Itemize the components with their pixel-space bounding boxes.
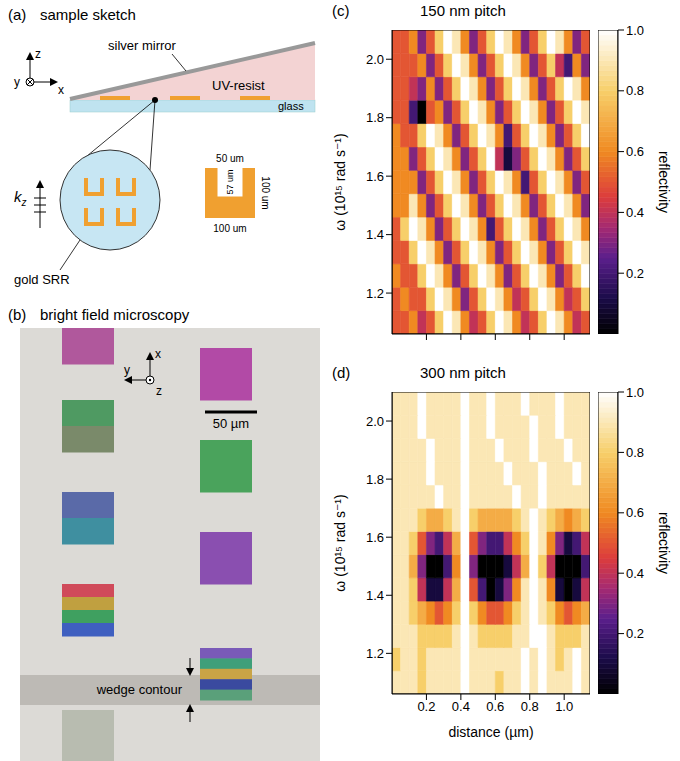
html-text:ω (10¹⁵ rad s⁻¹): ω (10¹⁵ rad s⁻¹) (332, 494, 348, 592)
html-text:reflectivity: reflectivity (656, 150, 672, 214)
svg-text:1.4: 1.4 (366, 227, 384, 242)
svg-text:x: x (58, 83, 64, 97)
svg-text:1.2: 1.2 (366, 286, 384, 301)
svg-text:1.4: 1.4 (366, 588, 384, 603)
svg-text:0.4: 0.4 (452, 699, 470, 714)
svg-text:1.6: 1.6 (366, 530, 384, 545)
svg-text:0.6: 0.6 (486, 699, 504, 714)
svg-text:x: x (155, 347, 161, 361)
svg-text:silver mirror: silver mirror (108, 38, 177, 53)
svg-text:0.2: 0.2 (626, 626, 644, 641)
svg-text:100 um: 100 um (213, 223, 246, 234)
svg-text:57 um: 57 um (225, 169, 235, 194)
html-text:(d): (d) (332, 364, 351, 381)
svg-text:y: y (14, 75, 20, 89)
svg-text:bright field microscopy: bright field microscopy (40, 306, 190, 323)
svg-text:0.8: 0.8 (626, 445, 644, 460)
svg-text:1.8: 1.8 (366, 472, 384, 487)
svg-text:1.8: 1.8 (366, 110, 384, 125)
svg-text:1.6: 1.6 (366, 169, 384, 184)
svg-text:y: y (124, 363, 130, 377)
svg-text:2.0: 2.0 (366, 52, 384, 67)
svg-text:gold SRR: gold SRR (14, 272, 70, 287)
html-text:ω (10¹⁵ rad s⁻¹): ω (10¹⁵ rad s⁻¹) (332, 133, 348, 231)
svg-text:kz: kz (14, 188, 27, 208)
html-text:300 nm pitch: 300 nm pitch (420, 364, 506, 381)
svg-text:1.0: 1.0 (626, 385, 644, 400)
html-text:reflectivity: reflectivity (656, 511, 672, 575)
svg-text:1.0: 1.0 (555, 699, 573, 714)
svg-text:z: z (35, 47, 41, 61)
svg-text:0.8: 0.8 (521, 699, 539, 714)
svg-text:0.4: 0.4 (626, 205, 644, 220)
html-text:(c): (c) (332, 2, 350, 19)
svg-text:1.2: 1.2 (366, 646, 384, 661)
svg-text:UV-resist: UV-resist (212, 78, 265, 93)
html-text:distance (µm): distance (µm) (448, 724, 534, 740)
svg-text:(b): (b) (8, 306, 26, 323)
svg-text:0.2: 0.2 (626, 266, 644, 281)
svg-text:0.2: 0.2 (417, 699, 435, 714)
svg-text:2.0: 2.0 (366, 414, 384, 429)
svg-text:0.6: 0.6 (626, 144, 644, 159)
html-text:150 nm pitch: 150 nm pitch (420, 2, 506, 19)
svg-text:z: z (156, 384, 162, 398)
svg-text:wedge contour: wedge contour (96, 682, 183, 697)
svg-text:1.0: 1.0 (626, 23, 644, 38)
svg-text:(a): (a) (8, 6, 26, 23)
svg-text:sample sketch: sample sketch (40, 6, 136, 23)
svg-text:100 um: 100 um (260, 176, 271, 209)
svg-text:glass: glass (278, 100, 304, 112)
svg-text:0.4: 0.4 (626, 566, 644, 581)
svg-text:50 µm: 50 µm (213, 416, 249, 431)
svg-text:0.6: 0.6 (626, 505, 644, 520)
svg-text:0.8: 0.8 (626, 83, 644, 98)
svg-text:50 um: 50 um (216, 153, 244, 164)
